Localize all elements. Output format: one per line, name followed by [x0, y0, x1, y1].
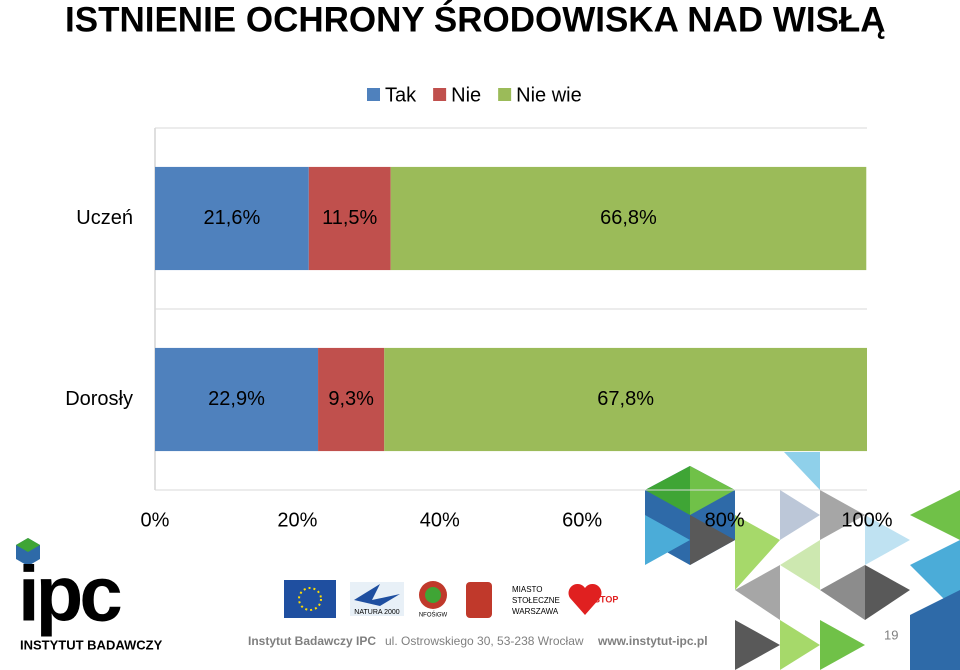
footer: Instytut Badawczy IPC ul. Ostrowskiego 3… [248, 627, 898, 648]
footer-address: ul. Ostrowskiego 30, 53-238 Wrocław [385, 634, 584, 648]
footer-website: www.instytut-ipc.pl [597, 634, 708, 648]
bar-segment [384, 347, 867, 452]
value-label: 67,8% [597, 388, 654, 410]
value-label: 22,9% [208, 388, 265, 410]
x-tick-label: 60% [562, 509, 602, 531]
category-label: Uczeń [76, 207, 133, 229]
plot-area: Uczeń 21,6% 11,5% 66,8% Dorosły 22,9% 9,3% 67,8… [65, 127, 867, 491]
logo-mark: ipc [18, 550, 121, 638]
footer-institute: Instytut Badawczy IPC [248, 634, 376, 648]
legend-swatch [498, 88, 512, 101]
decoration [645, 452, 960, 670]
bar-segment [390, 166, 867, 271]
value-label: 66,8% [600, 207, 657, 229]
x-tick-label: 80% [705, 509, 745, 531]
value-label: 9,3% [328, 388, 374, 410]
bar-segment [155, 166, 309, 271]
bar-segment [318, 347, 385, 452]
legend-swatch [433, 88, 447, 101]
chart-title: ISTNIENIE OCHRONY ŚRODOWISKA NAD WISŁĄ [65, 0, 886, 39]
logo: ipc INSTYTUT BADAWCZY [2, 535, 163, 660]
page-number: 19 [884, 627, 898, 642]
partner-logos: NATURA 2000 NFOŚiGW MIASTO STOŁECZNE WAR… [284, 580, 618, 619]
bar-segment [308, 166, 391, 271]
x-tick-label: 40% [420, 509, 460, 531]
x-tick-label: 100% [841, 509, 892, 531]
legend: Tak Nie Nie wie [367, 84, 582, 106]
value-label: 11,5% [322, 207, 377, 229]
legend-label: Tak [385, 84, 417, 106]
partner-label: WARSZAWA [512, 607, 559, 616]
bar-segment [155, 347, 319, 452]
partner-label: STOŁECZNE [512, 596, 560, 605]
legend-label: Nie wie [516, 84, 582, 106]
legend-swatch [367, 88, 380, 101]
partner-label: STOP [594, 594, 618, 604]
legend-label: Nie [451, 84, 481, 106]
partner-label: MIASTO [512, 585, 543, 594]
partner-label: NATURA 2000 [354, 609, 399, 616]
value-label: 21,6% [204, 207, 261, 229]
x-tick-label: 0% [141, 509, 170, 531]
logo-caption: INSTYTUT BADAWCZY [20, 637, 163, 652]
x-tick-label: 20% [277, 509, 317, 531]
partner-label: NFOŚiGW [419, 611, 448, 619]
category-label: Dorosły [65, 388, 133, 410]
